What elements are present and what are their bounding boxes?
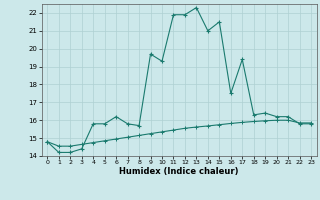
- X-axis label: Humidex (Indice chaleur): Humidex (Indice chaleur): [119, 167, 239, 176]
